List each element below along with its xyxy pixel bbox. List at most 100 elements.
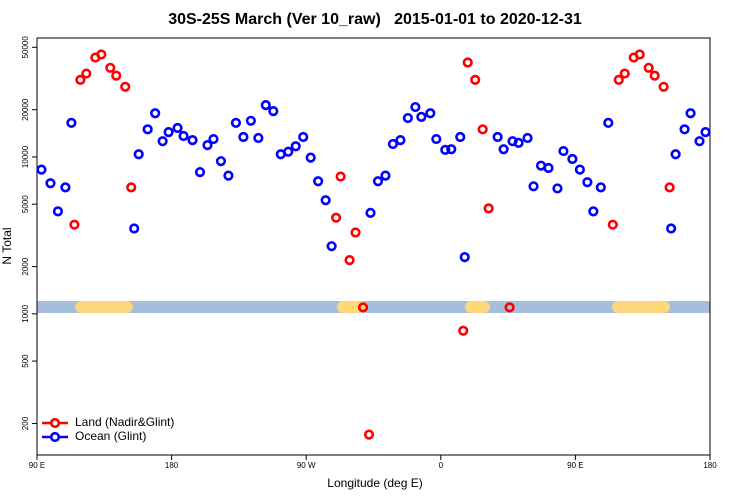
point xyxy=(613,74,624,85)
point xyxy=(666,223,677,234)
point xyxy=(120,81,131,92)
point xyxy=(163,127,174,138)
point xyxy=(298,131,309,143)
point xyxy=(595,182,606,193)
point xyxy=(268,105,279,117)
point xyxy=(150,108,161,119)
surface-strip xyxy=(37,301,710,313)
point xyxy=(607,219,618,230)
point xyxy=(142,124,153,135)
point xyxy=(350,227,361,238)
point xyxy=(455,131,466,143)
point xyxy=(260,100,271,111)
point xyxy=(245,115,256,126)
point xyxy=(172,122,183,134)
point xyxy=(670,149,681,160)
point xyxy=(492,131,503,143)
x-tick-label: 90 W xyxy=(297,461,316,470)
point xyxy=(643,62,654,73)
point xyxy=(459,251,470,263)
point xyxy=(230,117,242,128)
point xyxy=(357,302,369,313)
point xyxy=(320,195,331,206)
point xyxy=(380,170,391,181)
x-axis-label: Longitude (deg E) xyxy=(327,476,422,490)
y-axis-label: N Total xyxy=(0,227,14,264)
point xyxy=(513,137,524,148)
point xyxy=(574,164,585,175)
point xyxy=(498,144,509,155)
point xyxy=(700,127,711,138)
point xyxy=(105,62,116,73)
point xyxy=(458,325,469,336)
y-tick-label: 500 xyxy=(21,354,30,368)
legend-marker xyxy=(49,417,61,429)
legend-label: Land (Nadir&Glint) xyxy=(75,415,174,429)
point xyxy=(470,74,481,85)
point xyxy=(402,112,413,124)
point xyxy=(178,130,189,142)
point xyxy=(440,144,451,155)
point xyxy=(111,70,122,81)
point xyxy=(528,181,539,192)
point xyxy=(558,145,569,157)
point xyxy=(395,135,406,146)
point xyxy=(157,136,168,147)
point xyxy=(331,212,342,223)
land-strip xyxy=(612,301,670,313)
point xyxy=(60,182,71,193)
y-tick-label: 200 xyxy=(21,416,30,430)
point xyxy=(81,68,92,79)
point xyxy=(52,206,64,217)
point xyxy=(416,111,427,123)
point xyxy=(344,255,355,266)
point xyxy=(290,141,301,152)
x-tick-label: 0 xyxy=(439,461,444,470)
y-tick-label: 1000 xyxy=(21,304,30,322)
x-tick-label: 90 E xyxy=(29,461,45,470)
point xyxy=(194,167,206,178)
point xyxy=(187,135,198,146)
point xyxy=(483,203,494,214)
point xyxy=(75,74,86,85)
point xyxy=(543,162,554,174)
plot-frame xyxy=(36,37,711,456)
y-tick-label: 20000 xyxy=(21,98,30,121)
point xyxy=(223,170,234,181)
point xyxy=(634,49,645,60)
point xyxy=(215,156,227,167)
point xyxy=(658,81,669,92)
y-tick-label: 2000 xyxy=(21,257,30,275)
point xyxy=(664,182,675,193)
point xyxy=(649,70,660,81)
point xyxy=(619,68,630,79)
point xyxy=(96,49,107,60)
point xyxy=(365,207,376,218)
point xyxy=(305,152,316,163)
point xyxy=(588,206,599,217)
point xyxy=(387,138,399,150)
point xyxy=(363,429,375,440)
point xyxy=(522,132,533,144)
point xyxy=(582,177,593,188)
point xyxy=(283,146,294,157)
point xyxy=(410,101,421,113)
point xyxy=(504,302,515,313)
point xyxy=(567,153,578,165)
land-strip xyxy=(75,301,133,313)
point xyxy=(335,171,346,182)
x-tick-label: 180 xyxy=(165,461,179,470)
x-tick-label: 180 xyxy=(703,461,717,470)
point xyxy=(202,139,213,151)
point xyxy=(326,241,337,252)
point xyxy=(431,133,442,145)
point xyxy=(446,144,457,155)
point xyxy=(679,124,690,135)
point xyxy=(208,133,219,145)
point xyxy=(425,108,436,119)
ocean-strip xyxy=(37,301,710,313)
point xyxy=(129,223,140,234)
chart-title: 30S-25S March (Ver 10_raw) 2015-01-01 to… xyxy=(168,11,582,28)
point xyxy=(238,131,249,143)
